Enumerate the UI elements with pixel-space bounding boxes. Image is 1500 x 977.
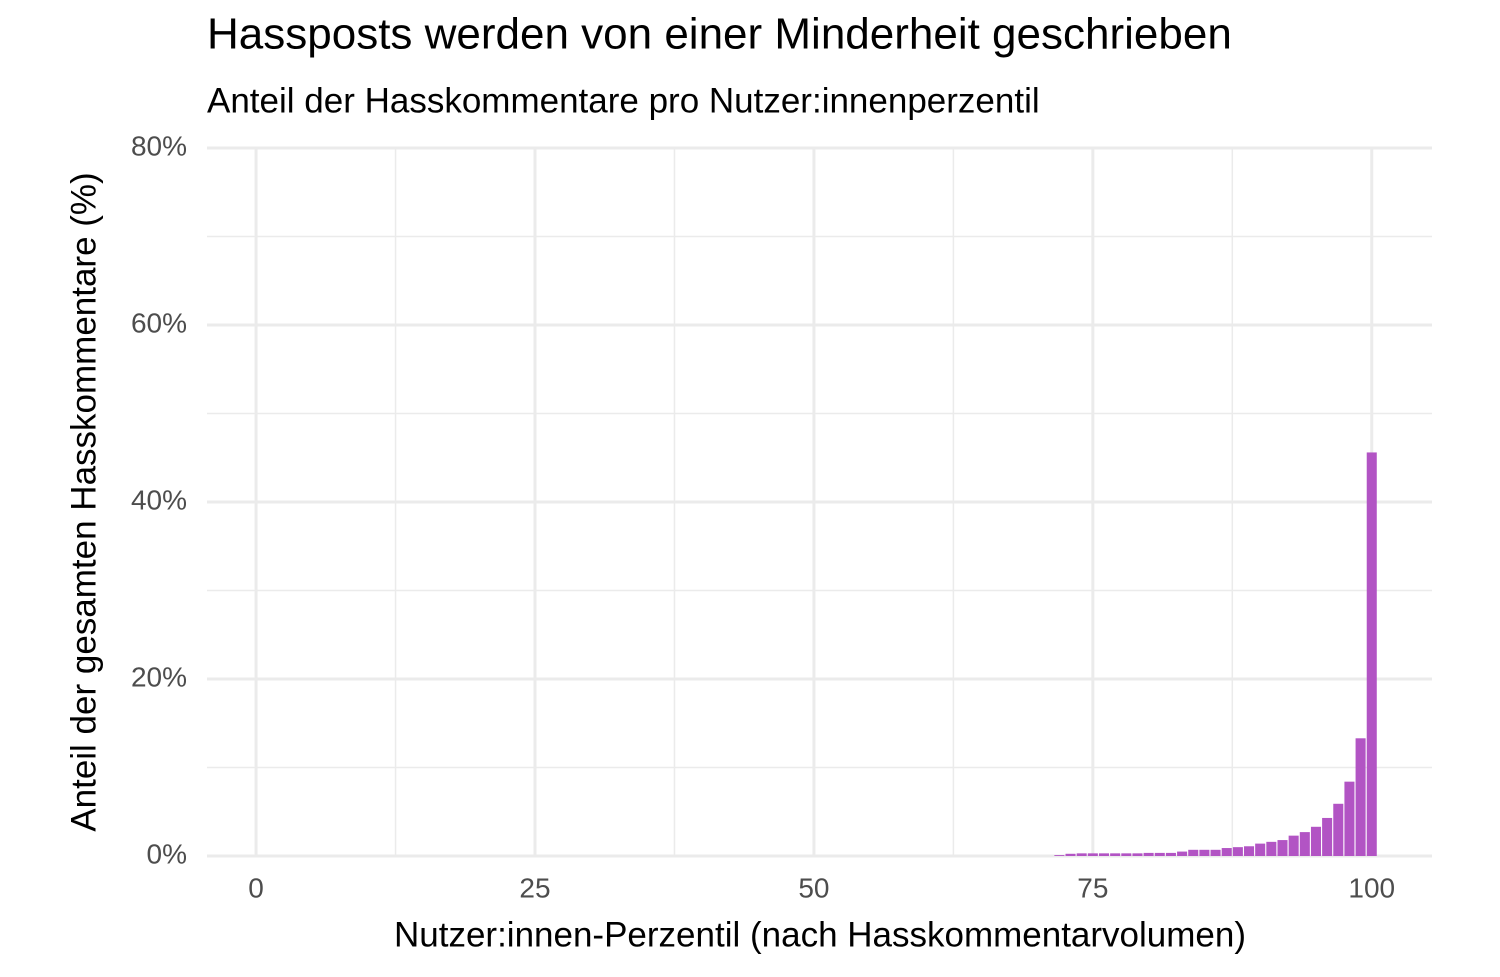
x-tick-label: 75 xyxy=(1077,872,1108,903)
bar xyxy=(1199,849,1210,856)
bar xyxy=(1087,853,1098,856)
bar xyxy=(1188,849,1199,856)
bar xyxy=(1277,840,1288,856)
bar xyxy=(1288,835,1299,856)
bar xyxy=(1098,853,1110,856)
bar xyxy=(1177,851,1188,856)
bar xyxy=(1165,852,1176,856)
x-axis-title: Nutzer:innen-Perzentil (nach Hasskomment… xyxy=(394,915,1246,954)
bar xyxy=(1266,841,1277,856)
bar xyxy=(1065,853,1076,856)
bar xyxy=(1143,852,1154,856)
bar xyxy=(1232,847,1243,856)
bar xyxy=(1244,846,1255,856)
chart-subtitle: Anteil der Hasskommentare pro Nutzer:inn… xyxy=(207,81,1040,120)
bar xyxy=(1221,848,1232,856)
y-tick-label: 20% xyxy=(131,661,187,692)
bar xyxy=(1299,832,1310,856)
bar xyxy=(1333,803,1344,856)
bar xyxy=(1255,843,1266,856)
bar xyxy=(1210,849,1221,856)
chart-title: Hassposts werden von einer Minderheit ge… xyxy=(207,10,1232,59)
bar xyxy=(1121,853,1132,856)
bar xyxy=(1355,738,1366,856)
bar xyxy=(1154,852,1165,856)
bar xyxy=(1110,853,1121,856)
y-tick-label: 80% xyxy=(131,130,187,161)
bar xyxy=(1054,855,1065,856)
bar xyxy=(1366,452,1377,856)
y-tick-label: 40% xyxy=(131,484,187,515)
bar xyxy=(1132,853,1143,856)
y-tick-label: 0% xyxy=(147,838,187,869)
x-tick-label: 0 xyxy=(248,872,264,903)
bar xyxy=(1310,826,1321,856)
y-axis-title: Anteil der gesamten Hasskommentare (%) xyxy=(64,172,103,831)
bar xyxy=(1076,853,1087,856)
bar xyxy=(1322,817,1333,856)
x-tick-label: 50 xyxy=(798,872,829,903)
x-tick-label: 100 xyxy=(1348,872,1395,903)
bar xyxy=(1344,781,1355,856)
y-tick-label: 60% xyxy=(131,307,187,338)
x-tick-label: 25 xyxy=(519,872,550,903)
